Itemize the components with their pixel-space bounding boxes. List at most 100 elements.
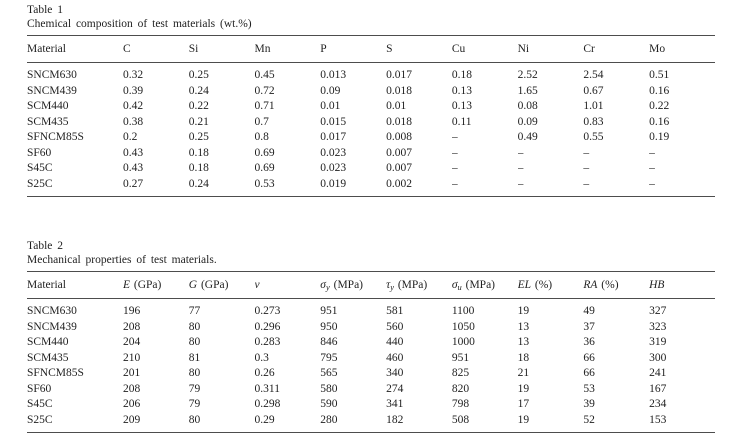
- value-cell: 0.55: [583, 131, 604, 143]
- table-row: SCM440 204 80 0.283 846 440 1000 13 36 319: [27, 335, 715, 351]
- column-header: S: [386, 35, 452, 63]
- value-cell: 0.19: [649, 131, 670, 143]
- table2-caption-text: Mechanical properties of test materials.: [27, 254, 217, 266]
- column-header: Mo: [649, 35, 715, 63]
- value-cell: 201: [123, 367, 141, 379]
- value-cell: –: [649, 162, 655, 174]
- table2-caption-label: Table 2: [27, 240, 64, 252]
- value-cell: 274: [386, 382, 404, 395]
- value-cell: 0.24: [188, 84, 209, 97]
- value-cell: 0.69: [254, 162, 275, 174]
- value-cell: 0.007: [386, 146, 412, 159]
- table-row: S45C 206 79 0.298 590 341 798 17 39 234: [27, 397, 715, 413]
- value-cell: 241: [649, 367, 667, 379]
- value-cell: 52: [583, 413, 595, 426]
- value-cell: 825: [451, 367, 470, 379]
- value-cell: 0.22: [649, 100, 670, 112]
- value-cell: –: [451, 162, 458, 174]
- value-cell: 0.69: [254, 146, 275, 159]
- value-cell: 0.008: [386, 131, 412, 143]
- table-row: S45C 0.43 0.18 0.69 0.023 0.007 – – – –: [27, 161, 715, 177]
- value-cell: 53: [583, 382, 595, 395]
- table-row: SCM440 0.42 0.22 0.71 0.01 0.01 0.13 0.08 1.01 0.…: [27, 99, 715, 115]
- table-row: S25C 209 80 0.29 280 182 508 19 52 153: [27, 413, 715, 433]
- value-cell: –: [583, 146, 590, 159]
- value-cell: 80: [188, 367, 201, 379]
- value-cell: 951: [451, 351, 470, 364]
- value-cell: 951: [320, 305, 338, 317]
- table2-mechanical-properties: Material E (GPa) G (GPa) ν σy (MPa) τy (MPa) σ…: [27, 271, 715, 433]
- value-cell: 0.018: [386, 84, 412, 97]
- table-row: S25C 0.27 0.24 0.53 0.019 0.002 – – – –: [27, 177, 715, 197]
- table2-body: SNCM630 196 77 0.273 951 581 1100 19 49 327 SNCM43…: [27, 299, 715, 433]
- value-cell: –: [517, 146, 524, 159]
- table1-caption-label: Table 1: [27, 4, 64, 16]
- value-cell: 0.09: [320, 84, 341, 97]
- table-row: SNCM439 208 80 0.296 950 560 1050 13 37 323: [27, 320, 715, 336]
- value-cell: 66: [583, 351, 595, 364]
- value-cell: 0.11: [451, 115, 472, 128]
- value-cell: 77: [188, 305, 201, 317]
- table-row: SF60 0.43 0.18 0.69 0.023 0.007 – – – –: [27, 146, 715, 162]
- value-cell: 0.16: [649, 84, 670, 97]
- column-header: G (GPa): [188, 271, 255, 299]
- value-cell: 0.18: [188, 162, 209, 174]
- value-cell: 80: [188, 336, 201, 348]
- column-header: τy (MPa): [386, 271, 452, 299]
- value-cell: –: [649, 146, 655, 159]
- value-cell: 0.49: [517, 131, 538, 143]
- value-cell: 0.2: [123, 131, 138, 143]
- value-cell: 0.3: [254, 351, 269, 364]
- column-header: ν: [254, 271, 321, 299]
- value-cell: 0.296: [254, 320, 281, 333]
- material-cell: SCM435: [27, 351, 69, 364]
- value-cell: 0.43: [123, 162, 144, 174]
- value-cell: 0.13: [451, 84, 472, 97]
- value-cell: 798: [451, 398, 470, 410]
- column-header: Cr: [583, 35, 650, 63]
- value-cell: 508: [451, 413, 470, 426]
- value-cell: –: [517, 162, 524, 174]
- value-cell: 2.52: [517, 69, 538, 81]
- material-cell: S25C: [27, 413, 53, 426]
- value-cell: 0.018: [386, 115, 412, 128]
- table2-section: Table 2 Mechanical properties of test ma…: [27, 239, 715, 433]
- value-cell: 182: [386, 413, 404, 426]
- table-row: SCM435 210 81 0.3 795 460 951 18 66 300: [27, 351, 715, 367]
- value-cell: 208: [123, 382, 141, 395]
- value-cell: 204: [123, 336, 141, 348]
- value-cell: 0.26: [254, 367, 275, 379]
- table1-chemical-composition: Material C Si Mn P S Cu Ni Cr Mo SNCM630 0.32 0.25 0…: [27, 35, 715, 197]
- value-cell: 79: [188, 398, 201, 410]
- value-cell: 0.002: [386, 177, 412, 190]
- material-cell: SCM440: [27, 336, 69, 348]
- value-cell: 0.08: [517, 100, 538, 112]
- material-cell: SCM435: [27, 115, 69, 128]
- value-cell: 17: [517, 398, 530, 410]
- value-cell: 1100: [451, 305, 475, 317]
- value-cell: 210: [123, 351, 141, 364]
- value-cell: 81: [188, 351, 201, 364]
- value-cell: 2.54: [583, 69, 604, 81]
- material-cell: S45C: [27, 398, 53, 410]
- value-cell: 0.83: [583, 115, 604, 128]
- material-cell: S25C: [27, 177, 53, 190]
- value-cell: 196: [123, 305, 141, 317]
- value-cell: 565: [320, 367, 338, 379]
- table-row: SNCM439 0.39 0.24 0.72 0.09 0.018 0.13 1.65 0.67…: [27, 84, 715, 100]
- value-cell: 66: [583, 367, 595, 379]
- column-header: Si: [188, 35, 255, 63]
- value-cell: 0.01: [386, 100, 407, 112]
- table1-caption: Table 1 Chemical composition of test mat…: [27, 3, 715, 31]
- value-cell: 80: [188, 320, 201, 333]
- value-cell: 0.01: [320, 100, 341, 112]
- value-cell: 208: [123, 320, 141, 333]
- value-cell: –: [451, 146, 458, 159]
- value-cell: 0.023: [320, 146, 347, 159]
- value-cell: 581: [386, 305, 404, 317]
- material-cell: SNCM630: [27, 69, 77, 81]
- value-cell: 0.27: [123, 177, 144, 190]
- column-header: Material: [27, 35, 123, 63]
- value-cell: 36: [583, 336, 595, 348]
